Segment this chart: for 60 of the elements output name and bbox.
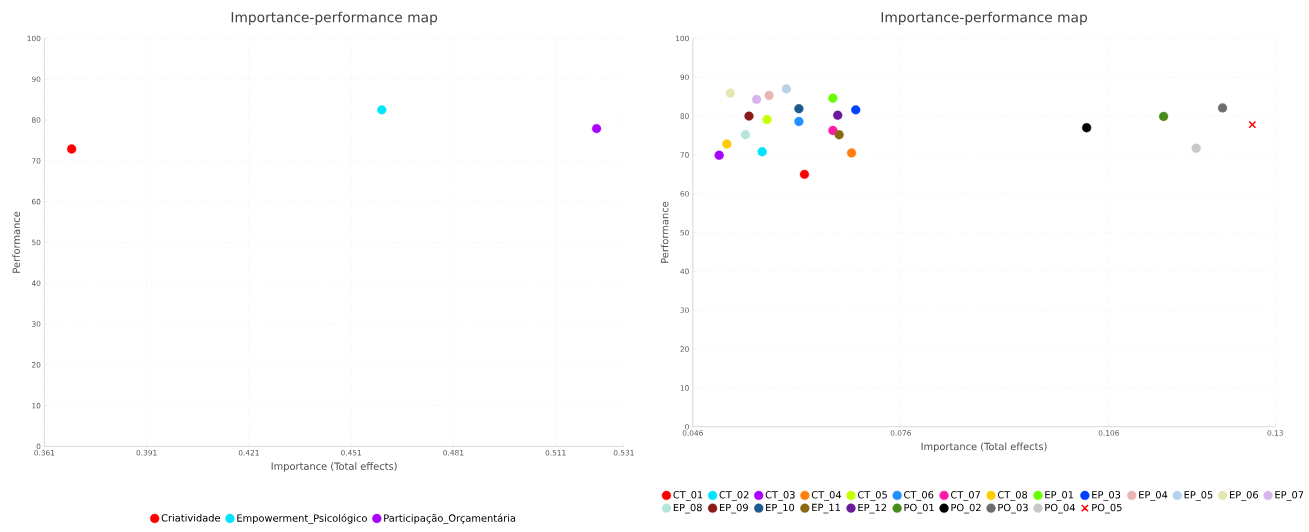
point [67, 144, 77, 154]
legend-label: PO_02 [951, 503, 981, 514]
point [764, 90, 774, 101]
legend-label: EP_08 [673, 503, 702, 514]
legend-label: CT_04 [811, 490, 842, 501]
legend-label: EP_10 [766, 503, 795, 514]
point [757, 147, 767, 157]
legend-label: CT_08 [997, 490, 1028, 501]
x-axis-title: Importance (Total effects) [271, 462, 397, 472]
point [828, 125, 838, 136]
point [828, 93, 838, 103]
legend-label: CT_05 [857, 490, 887, 501]
y-axis-title: Performance [660, 201, 669, 263]
legend-label: PO_05 [1092, 503, 1122, 514]
point [1082, 123, 1092, 133]
point [851, 105, 861, 115]
legend-label: Criatividade [161, 513, 221, 522]
point [714, 150, 724, 160]
point [846, 148, 857, 158]
point [794, 116, 804, 127]
chart-title: Importance-performance map [231, 11, 438, 26]
legend-label: CT_01 [673, 490, 703, 501]
point [794, 103, 804, 114]
legend-label: PO_01 [904, 503, 934, 514]
legend-label: EP_04 [1139, 490, 1168, 501]
legend-label: CT_02 [719, 490, 749, 501]
legend-label: EP_03 [1092, 490, 1121, 501]
chart-title: Importance-performance map [881, 11, 1087, 26]
legend-label: PO_04 [1045, 503, 1075, 514]
point [762, 114, 772, 125]
point [781, 84, 792, 94]
legend-label: EP_01 [1045, 490, 1074, 501]
point [834, 130, 844, 140]
point [1158, 111, 1169, 122]
point [833, 110, 843, 120]
point [799, 169, 810, 179]
legend-label: EP_11 [812, 503, 840, 514]
y-axis-title: Performance [12, 211, 21, 273]
point [722, 139, 732, 149]
x-axis-title: Importance (Total effects) [921, 442, 1047, 453]
legend-label: EP_05 [1184, 490, 1213, 501]
legend-label: EP_09 [719, 503, 748, 514]
legend-label: CT_03 [765, 490, 795, 501]
point [1217, 103, 1228, 113]
point [725, 88, 735, 98]
legend-label: CT_06 [904, 490, 934, 501]
legend-label: CT_07 [951, 490, 980, 501]
point [1248, 120, 1257, 129]
point [740, 130, 751, 140]
legend-label: EP_12 [858, 503, 887, 514]
legend-label: EP_07 [1275, 490, 1304, 501]
legend-label: Empowerment_Psicológico [237, 513, 367, 524]
legend-label: PO_03 [998, 503, 1028, 514]
point [751, 94, 762, 104]
legend-label: Participação_Orçamentária [384, 513, 516, 524]
point [744, 111, 754, 121]
point [377, 105, 387, 115]
point [591, 123, 602, 134]
point [1191, 143, 1201, 153]
legend-label: EP_06 [1229, 490, 1259, 501]
